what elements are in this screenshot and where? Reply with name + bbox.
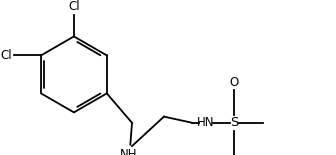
Text: NH: NH: [120, 148, 137, 155]
Text: Cl: Cl: [1, 49, 12, 62]
Text: S: S: [230, 116, 239, 129]
Text: HN: HN: [197, 116, 215, 129]
Text: O: O: [230, 76, 239, 89]
Text: Cl: Cl: [68, 0, 80, 13]
